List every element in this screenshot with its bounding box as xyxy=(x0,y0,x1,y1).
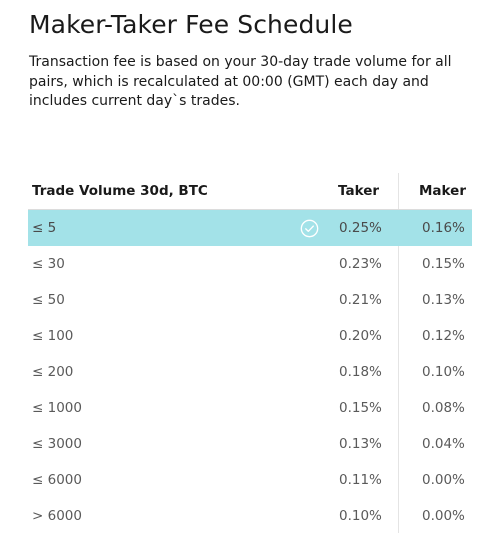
maker-fee-cell: 0.00% xyxy=(422,508,465,524)
fee-table: Trade Volume 30d, BTC Taker Maker ≤ 5 0.… xyxy=(28,173,472,534)
maker-fee-cell: 0.00% xyxy=(422,472,465,488)
taker-fee-cell: 0.18% xyxy=(339,364,382,380)
table-row[interactable]: ≤ 50 0.21% 0.13% xyxy=(28,282,472,318)
taker-fee-cell: 0.13% xyxy=(339,436,382,452)
volume-cell: ≤ 3000 xyxy=(32,436,82,452)
column-divider xyxy=(398,173,399,533)
table-row[interactable]: ≤ 6000 0.11% 0.00% xyxy=(28,462,472,498)
volume-cell: > 6000 xyxy=(32,508,82,524)
table-row[interactable]: ≤ 30 0.23% 0.15% xyxy=(28,246,472,282)
check-circle-icon xyxy=(300,219,319,238)
maker-fee-cell: 0.13% xyxy=(422,292,465,308)
volume-cell: ≤ 50 xyxy=(32,292,65,308)
maker-fee-cell: 0.12% xyxy=(422,328,465,344)
taker-fee-cell: 0.15% xyxy=(339,400,382,416)
volume-cell: ≤ 5 xyxy=(32,220,57,236)
column-header-taker: Taker xyxy=(338,183,380,199)
maker-fee-cell: 0.08% xyxy=(422,400,465,416)
column-header-maker: Maker xyxy=(419,183,466,199)
volume-cell: ≤ 200 xyxy=(32,364,74,380)
maker-fee-cell: 0.15% xyxy=(422,256,465,272)
volume-cell: ≤ 1000 xyxy=(32,400,82,416)
volume-cell: ≤ 100 xyxy=(32,328,74,344)
table-row[interactable]: ≤ 100 0.20% 0.12% xyxy=(28,318,472,354)
taker-fee-cell: 0.20% xyxy=(339,328,382,344)
maker-fee-cell: 0.04% xyxy=(422,436,465,452)
taker-fee-cell: 0.25% xyxy=(339,220,382,236)
taker-fee-cell: 0.21% xyxy=(339,292,382,308)
table-header: Trade Volume 30d, BTC Taker Maker xyxy=(28,173,472,210)
maker-fee-cell: 0.16% xyxy=(422,220,465,236)
fee-description: Transaction fee is based on your 30-day … xyxy=(29,54,452,109)
taker-fee-cell: 0.11% xyxy=(339,472,382,488)
table-row[interactable]: > 6000 0.10% 0.00% xyxy=(28,498,472,534)
maker-fee-cell: 0.10% xyxy=(422,364,465,380)
table-row[interactable]: ≤ 1000 0.15% 0.08% xyxy=(28,390,472,426)
volume-cell: ≤ 30 xyxy=(32,256,65,272)
table-row[interactable]: ≤ 200 0.18% 0.10% xyxy=(28,354,472,390)
volume-cell: ≤ 6000 xyxy=(32,472,82,488)
taker-fee-cell: 0.10% xyxy=(339,508,382,524)
table-row-selected[interactable]: ≤ 5 0.25% 0.16% xyxy=(28,210,472,246)
page-title: Maker-Taker Fee Schedule xyxy=(29,10,353,39)
table-row[interactable]: ≤ 3000 0.13% 0.04% xyxy=(28,426,472,462)
column-header-volume: Trade Volume 30d, BTC xyxy=(32,183,208,199)
taker-fee-cell: 0.23% xyxy=(339,256,382,272)
